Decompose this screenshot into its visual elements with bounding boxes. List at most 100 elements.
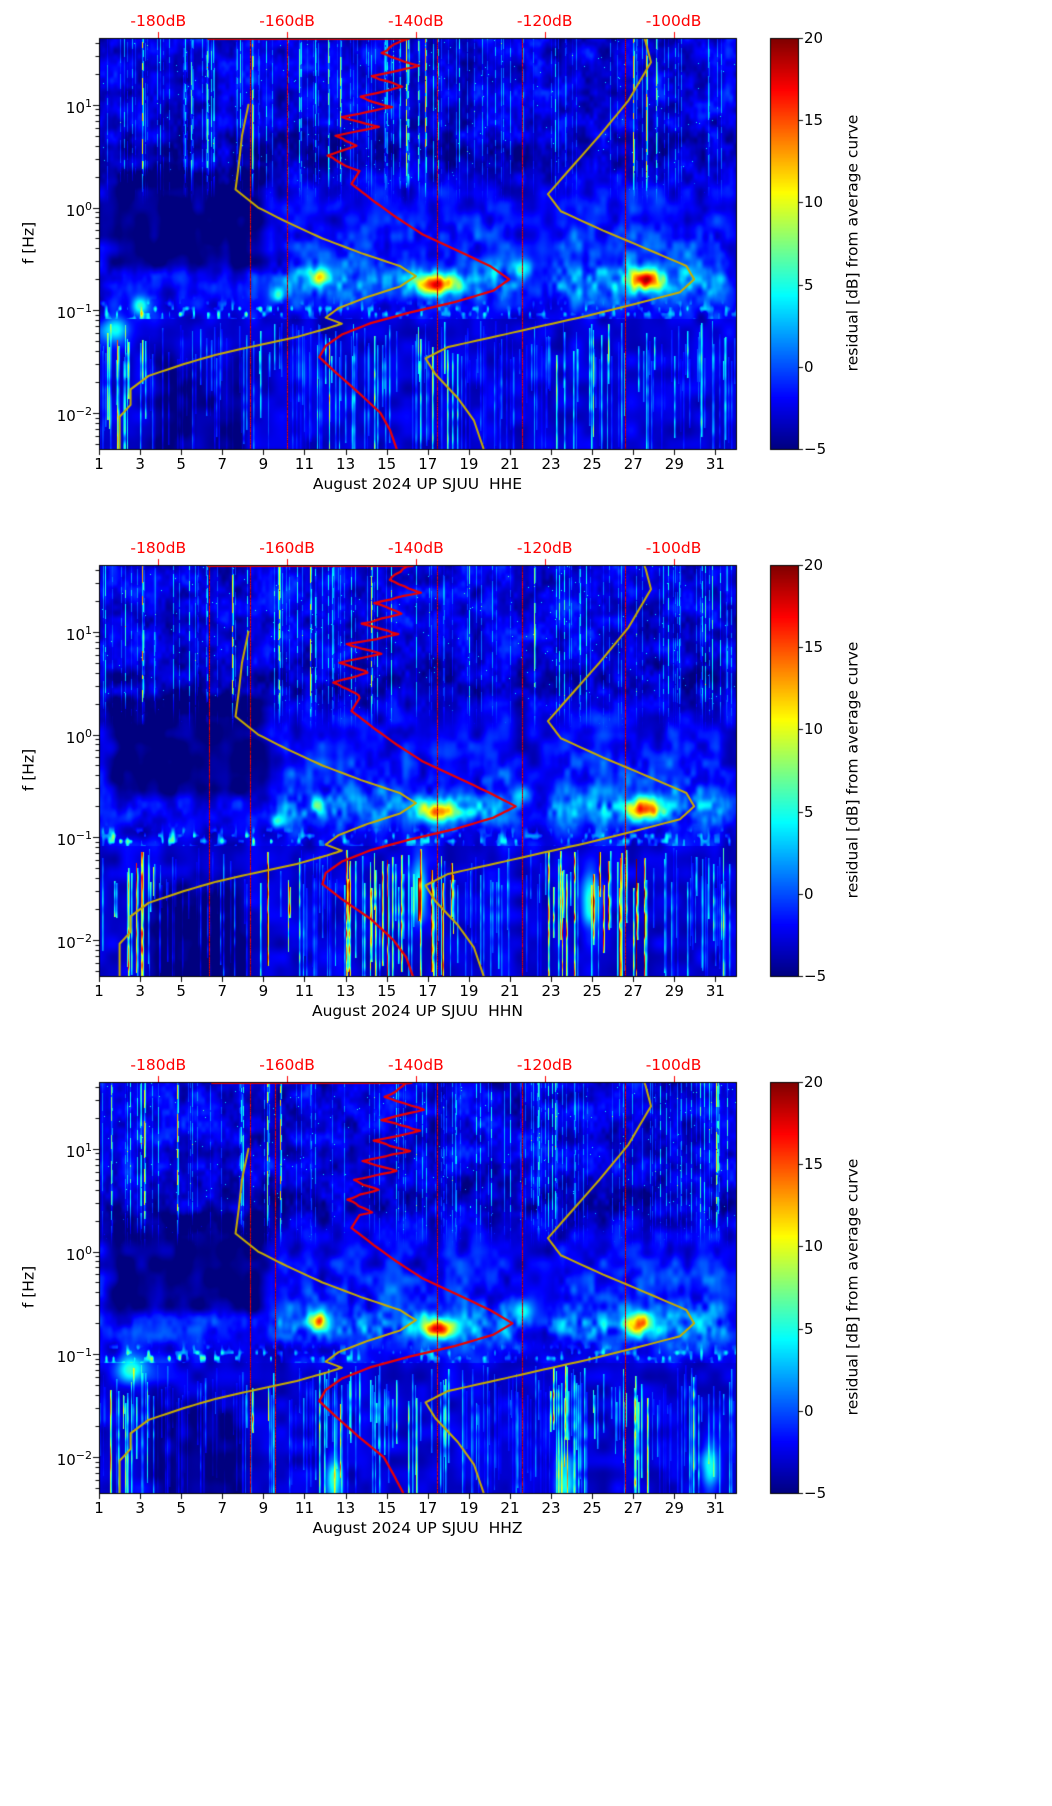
x-tick-label: 31	[705, 455, 725, 473]
colorbar-tick-label: 15	[804, 638, 824, 657]
top-db-tick-label: -180dB	[130, 12, 187, 30]
colorbar-tick-label: −5	[804, 1484, 827, 1502]
x-tick-label: 19	[459, 455, 479, 473]
colorbar-label-hhz: residual [dB] from average curve	[843, 1158, 862, 1416]
colorbar-tick-label: 15	[804, 111, 824, 130]
x-tick-label: 5	[176, 982, 186, 1000]
colorbar-tick-label: −5	[804, 440, 827, 458]
colorbar-tick-label: −5	[804, 967, 827, 985]
x-tick-label: 27	[623, 455, 643, 473]
colorbar-label-hhe: residual [dB] from average curve	[843, 114, 862, 372]
x-tick-label: 11	[294, 455, 315, 473]
x-tick-label: 15	[377, 455, 397, 473]
x-tick-label: 21	[500, 1499, 520, 1517]
x-tick-label: 1	[94, 982, 104, 1000]
x-tick-label: 1	[94, 455, 104, 473]
colorbar-tick-label: 10	[804, 720, 824, 739]
colorbar-tick-label: 20	[804, 556, 824, 574]
top-db-tick-label: -180dB	[130, 539, 187, 557]
x-tick-label: 31	[705, 982, 725, 1000]
spectrogram-canvas-hhe	[0, 0, 1052, 527]
x-tick-label: 9	[258, 982, 269, 1000]
y-tick-label: 101	[65, 96, 92, 117]
colorbar-tick-label: 15	[804, 1155, 824, 1174]
top-db-tick-label: -140dB	[388, 539, 444, 557]
x-tick-label: 27	[623, 982, 643, 1000]
x-tick-label: 7	[217, 982, 228, 1000]
colorbar-tick-label: 10	[804, 1237, 824, 1256]
x-tick-label: 15	[377, 1499, 397, 1517]
x-tick-label: 29	[664, 455, 684, 473]
panel-hhz: August 2024 UP SJUU HHZ f [Hz] residual …	[0, 1044, 1052, 1571]
y-tick-label: 100	[65, 199, 92, 220]
top-db-tick-label: -180dB	[130, 1056, 187, 1074]
x-axis-label-hhn: August 2024 UP SJUU HHN	[311, 1002, 524, 1020]
colorbar-tick-label: 0	[804, 884, 814, 903]
colorbar-tick-label: 5	[804, 802, 814, 821]
x-tick-label: 9	[258, 1499, 269, 1517]
y-tick-label: 10−2	[56, 405, 92, 426]
y-tick-label: 10−1	[56, 829, 92, 850]
y-tick-label: 10−2	[56, 1449, 92, 1470]
y-tick-label: 100	[65, 1243, 92, 1264]
x-tick-label: 5	[176, 455, 186, 473]
panel-hhe: August 2024 UP SJUU HHE f [Hz] residual …	[0, 0, 1052, 527]
x-tick-label: 29	[664, 1499, 684, 1517]
y-tick-label: 101	[65, 623, 92, 644]
x-tick-label: 17	[418, 1499, 438, 1517]
colorbar-label-hhn: residual [dB] from average curve	[843, 641, 862, 899]
x-tick-label: 31	[705, 1499, 725, 1517]
x-tick-label: 11	[294, 1499, 315, 1517]
x-tick-label: 19	[459, 982, 479, 1000]
top-db-tick-label: -160dB	[259, 539, 315, 557]
x-tick-label: 25	[582, 982, 602, 1000]
panel-hhn: August 2024 UP SJUU HHN f [Hz] residual …	[0, 527, 1052, 1054]
spectrogram-canvas-hhn	[0, 527, 1052, 1054]
colorbar-tick-label: 0	[804, 357, 814, 376]
x-tick-label: 7	[217, 455, 228, 473]
x-tick-label: 25	[582, 1499, 602, 1517]
top-db-tick-label: -160dB	[259, 1056, 315, 1074]
colorbar-tick-label: 10	[804, 193, 824, 212]
y-tick-label: 10−1	[56, 302, 92, 323]
colorbar-tick-label: 20	[804, 29, 824, 47]
top-db-tick-label: -120dB	[516, 539, 573, 557]
top-db-tick-label: -140dB	[388, 12, 444, 30]
x-tick-label: 9	[258, 455, 269, 473]
x-tick-label: 21	[500, 982, 520, 1000]
y-tick-label: 100	[65, 726, 92, 747]
x-tick-label: 7	[217, 1499, 228, 1517]
colorbar-tick-label: 5	[804, 1319, 814, 1338]
top-db-tick-label: -100dB	[645, 1056, 702, 1074]
top-db-tick-label: -140dB	[388, 1056, 444, 1074]
x-tick-label: 13	[336, 982, 356, 1000]
top-db-tick-label: -100dB	[645, 12, 702, 30]
y-tick-label: 10−2	[56, 932, 92, 953]
x-tick-label: 25	[582, 455, 602, 473]
x-tick-label: 3	[135, 1499, 145, 1517]
x-tick-label: 17	[418, 982, 438, 1000]
top-db-tick-label: -100dB	[645, 539, 702, 557]
top-db-tick-label: -120dB	[516, 12, 573, 30]
x-tick-label: 27	[623, 1499, 643, 1517]
x-tick-label: 23	[541, 1499, 561, 1517]
x-tick-label: 23	[541, 982, 561, 1000]
y-tick-label: 101	[65, 1140, 92, 1161]
x-tick-label: 13	[336, 1499, 356, 1517]
colorbar-tick-label: 20	[804, 1073, 824, 1091]
x-tick-label: 23	[541, 455, 561, 473]
x-tick-label: 29	[664, 982, 684, 1000]
top-db-tick-label: -160dB	[259, 12, 315, 30]
top-db-tick-label: -120dB	[516, 1056, 573, 1074]
x-axis-label-hhz: August 2024 UP SJUU HHZ	[312, 1519, 523, 1537]
x-tick-label: 11	[294, 982, 315, 1000]
colorbar-tick-label: 5	[804, 275, 814, 294]
x-tick-label: 13	[336, 455, 356, 473]
x-tick-label: 3	[135, 455, 145, 473]
y-tick-label: 10−1	[56, 1346, 92, 1367]
x-tick-label: 15	[377, 982, 397, 1000]
x-tick-label: 1	[94, 1499, 104, 1517]
colorbar-tick-label: 0	[804, 1401, 814, 1420]
x-tick-label: 3	[135, 982, 145, 1000]
x-axis-label-hhe: August 2024 UP SJUU HHE	[312, 475, 523, 493]
